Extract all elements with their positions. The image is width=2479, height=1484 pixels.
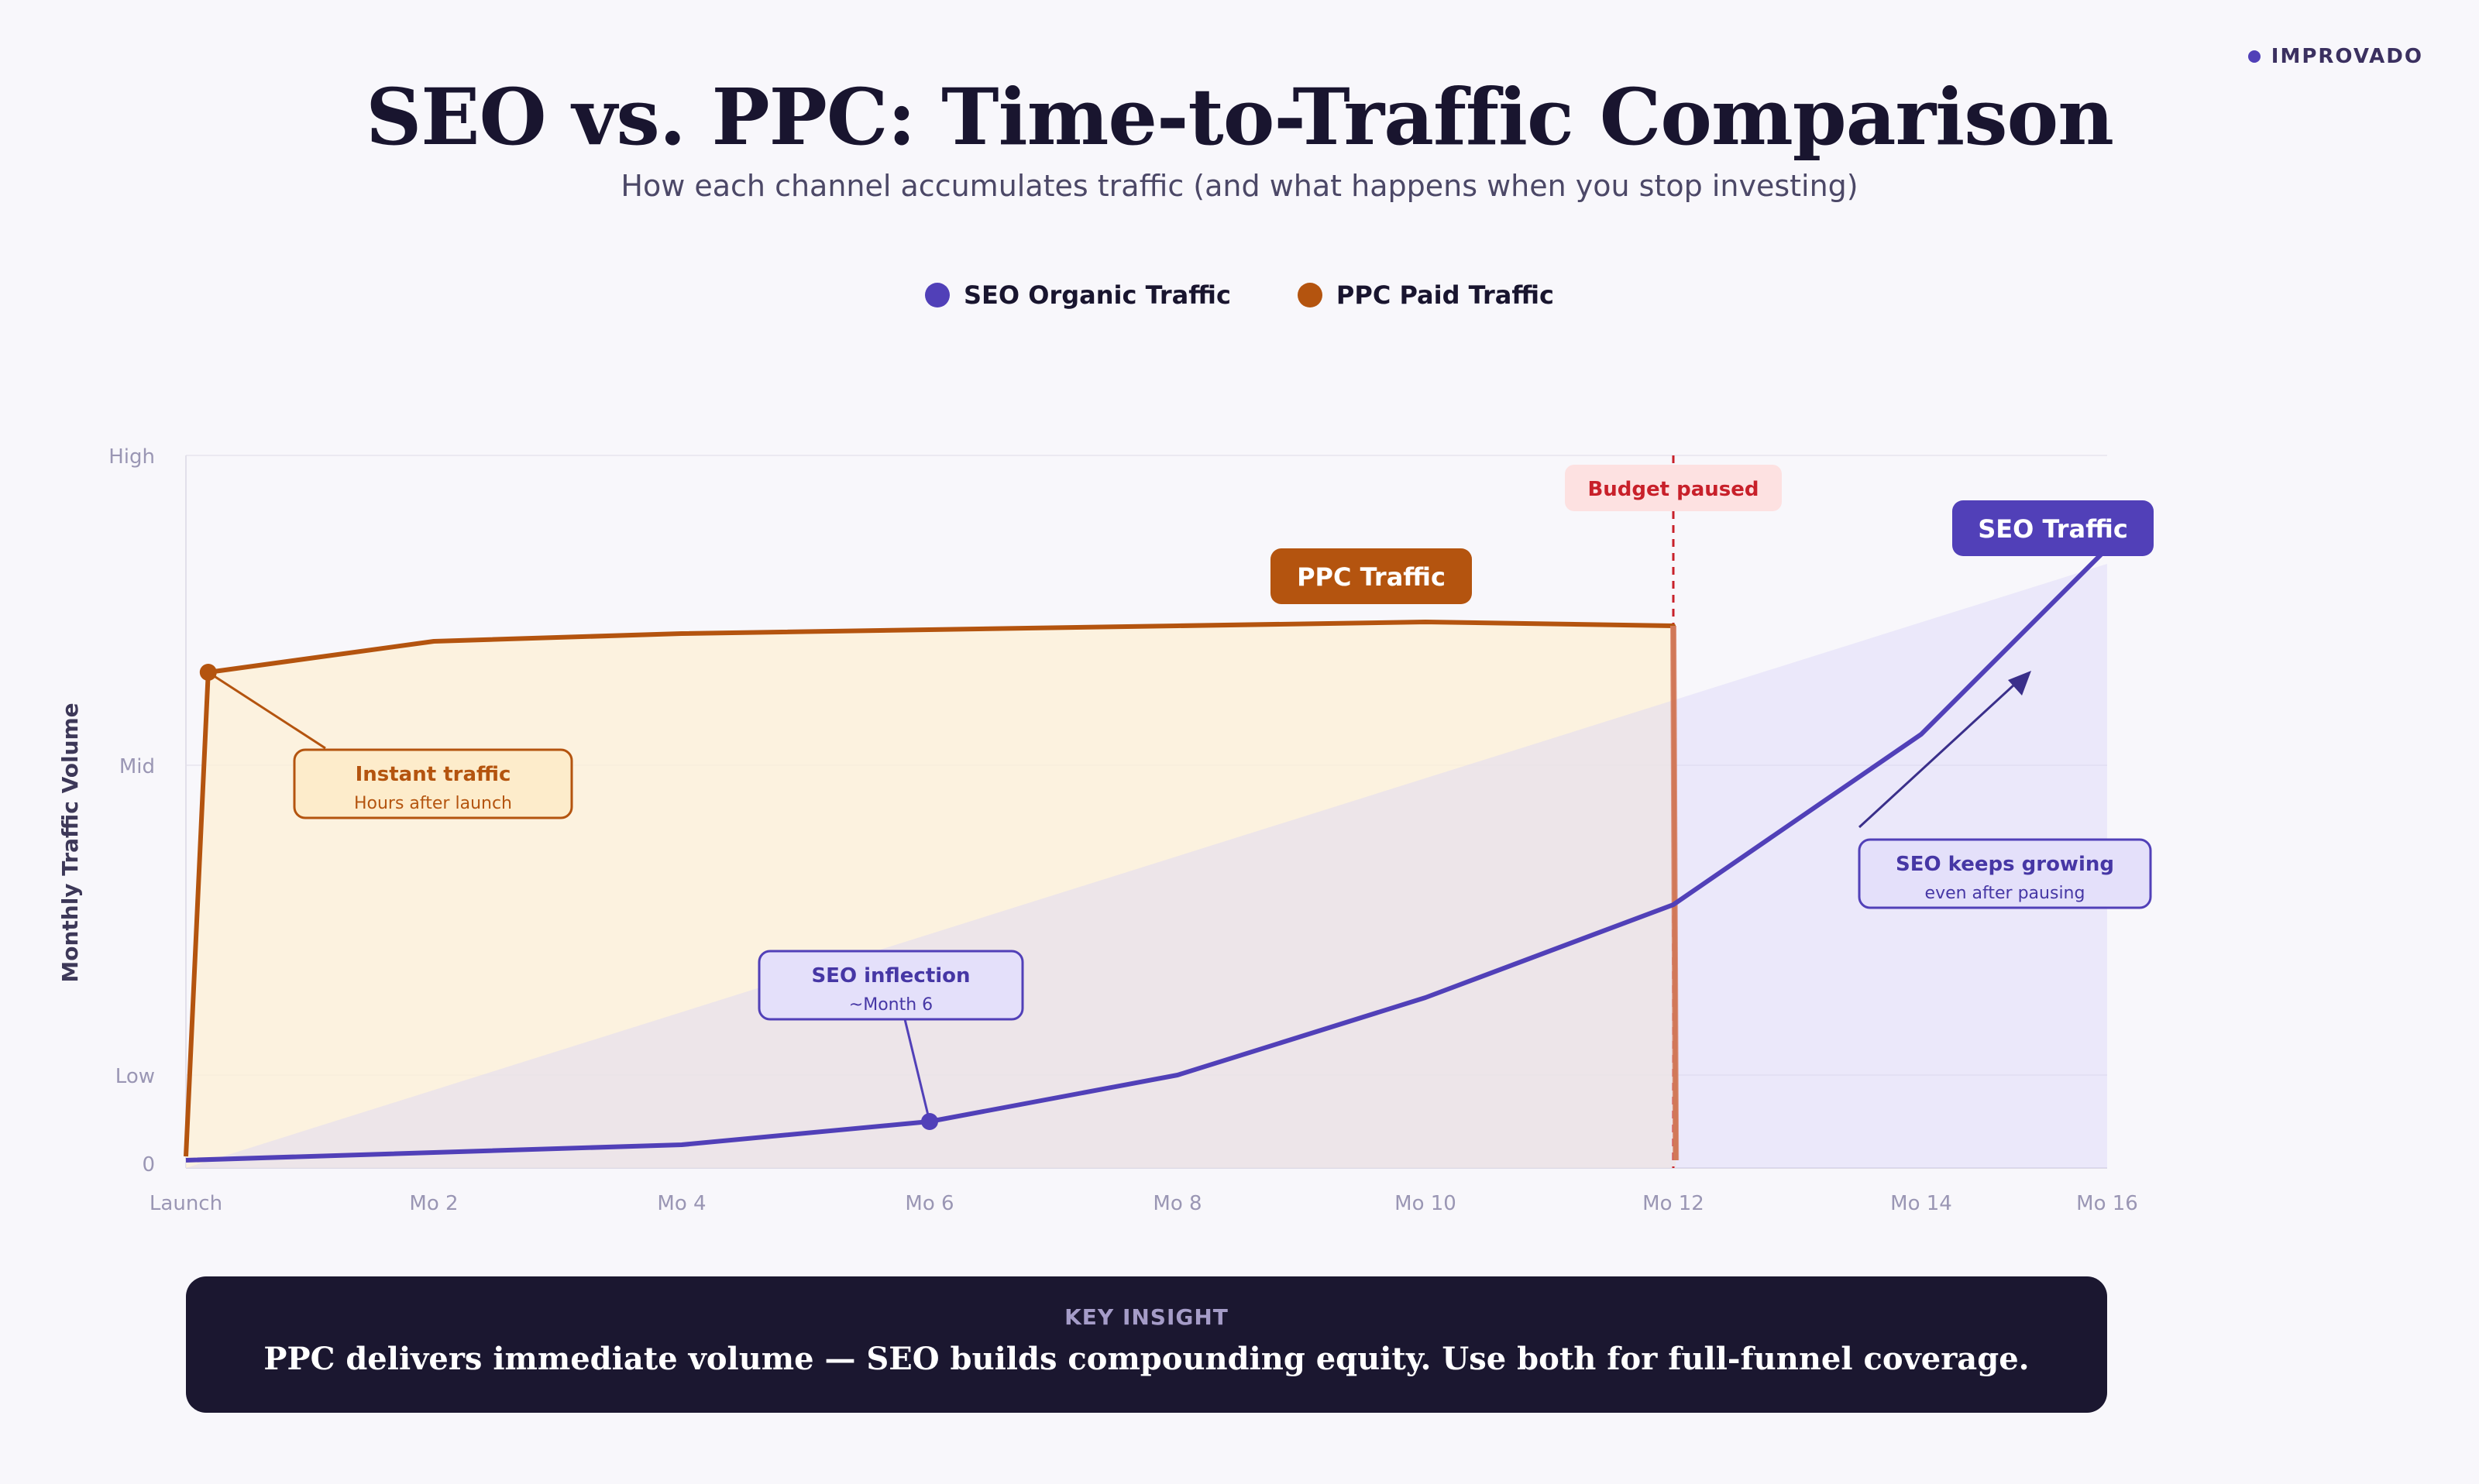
legend-label-ppc: PPC Paid Traffic	[1336, 280, 1554, 310]
ppc-legend-dot-icon	[1297, 283, 1322, 307]
seo-inflection-subtitle: ~Month 6	[849, 995, 933, 1015]
seo-series-label: SEO Traffic	[1978, 514, 2128, 544]
y-axis-title: Monthly Traffic Volume	[57, 702, 83, 982]
chart-subtitle: How each channel accumulates traffic (an…	[621, 169, 1858, 203]
legend-item-seo: SEO Organic Traffic	[924, 280, 1231, 310]
x-tick-label: Mo 10	[1394, 1192, 1456, 1215]
seo-growth-arrow-line	[1858, 683, 2016, 829]
x-tick-label: Mo 12	[1642, 1192, 1704, 1215]
insight-label: KEY INSIGHT	[1064, 1304, 1229, 1330]
x-tick-label: Mo 2	[409, 1192, 458, 1215]
brand-name: IMPROVADO	[2271, 45, 2423, 68]
seo-trend-band	[186, 564, 2107, 1168]
seo-growth-arrowhead-icon	[2008, 671, 2031, 696]
ppc-drop-line	[1670, 625, 1680, 1161]
legend: SEO Organic Traffic PPC Paid Traffic	[0, 280, 2479, 310]
ppc-line	[184, 620, 1679, 1161]
seo-growth-callout	[1858, 838, 2152, 909]
insight-text: PPC delivers immediate volume — SEO buil…	[263, 1341, 2030, 1377]
x-tick-label: Mo 14	[1890, 1192, 1952, 1215]
x-tick-label: Mo 8	[1153, 1192, 1202, 1215]
seo-legend-dot-icon	[924, 283, 950, 307]
seo-growth-title: SEO keeps growing	[1896, 853, 2114, 876]
legend-label-seo: SEO Organic Traffic	[963, 280, 1231, 310]
instant-traffic-callout	[293, 748, 573, 819]
x-tick-label: Mo 6	[905, 1192, 954, 1215]
legend-item-ppc: PPC Paid Traffic	[1297, 280, 1554, 310]
y-tick-label: High	[108, 445, 155, 469]
seo-inflection-point	[921, 1113, 938, 1130]
x-tick-label: Mo 4	[657, 1192, 706, 1215]
y-tick-label: 0	[142, 1153, 155, 1177]
chart-title: SEO vs. PPC: Time-to-Traffic Comparison	[366, 71, 2114, 163]
seo-growth-subtitle: even after pausing	[1925, 884, 2085, 903]
y-tick-label: Low	[115, 1065, 155, 1088]
instant-traffic-point	[199, 664, 217, 681]
seo-inflection-title: SEO inflection	[811, 964, 970, 988]
seo-inflection-connector	[903, 1019, 931, 1122]
instant-traffic-subtitle: Hours after launch	[354, 794, 512, 813]
key-insight-panel: KEY INSIGHT PPC delivers immediate volum…	[186, 1276, 2107, 1413]
seo-line	[185, 546, 2109, 1163]
brand-logo: IMPROVADO	[2247, 45, 2423, 68]
x-tick-label: Mo 16	[2076, 1192, 2138, 1215]
x-tick-label: Launch	[150, 1192, 222, 1215]
y-tick-label: Mid	[119, 755, 155, 778]
instant-traffic-connector	[207, 671, 326, 750]
instant-traffic-title: Instant traffic	[356, 763, 511, 786]
brand-dot-icon	[2247, 50, 2261, 63]
seo-inflection-callout	[758, 950, 1024, 1021]
budget-paused-badge	[1565, 465, 1782, 511]
ppc-series-badge	[1270, 548, 1472, 604]
ppc-series-label: PPC Traffic	[1297, 562, 1446, 592]
budget-paused-label: Budget paused	[1587, 478, 1759, 501]
seo-series-badge	[1952, 500, 2154, 556]
